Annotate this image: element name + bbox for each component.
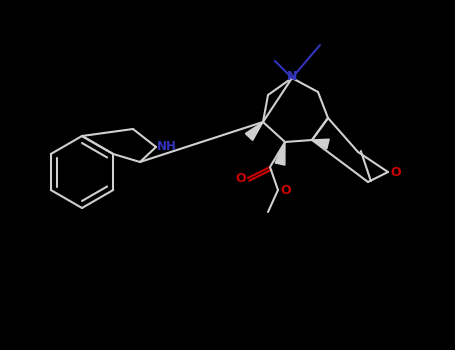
Text: NH: NH [157,140,177,153]
Text: O: O [280,183,291,196]
Text: O: O [390,166,400,178]
Polygon shape [245,122,263,140]
Polygon shape [312,139,329,149]
Text: O: O [235,172,246,184]
Text: N: N [287,70,297,84]
Polygon shape [275,142,285,165]
